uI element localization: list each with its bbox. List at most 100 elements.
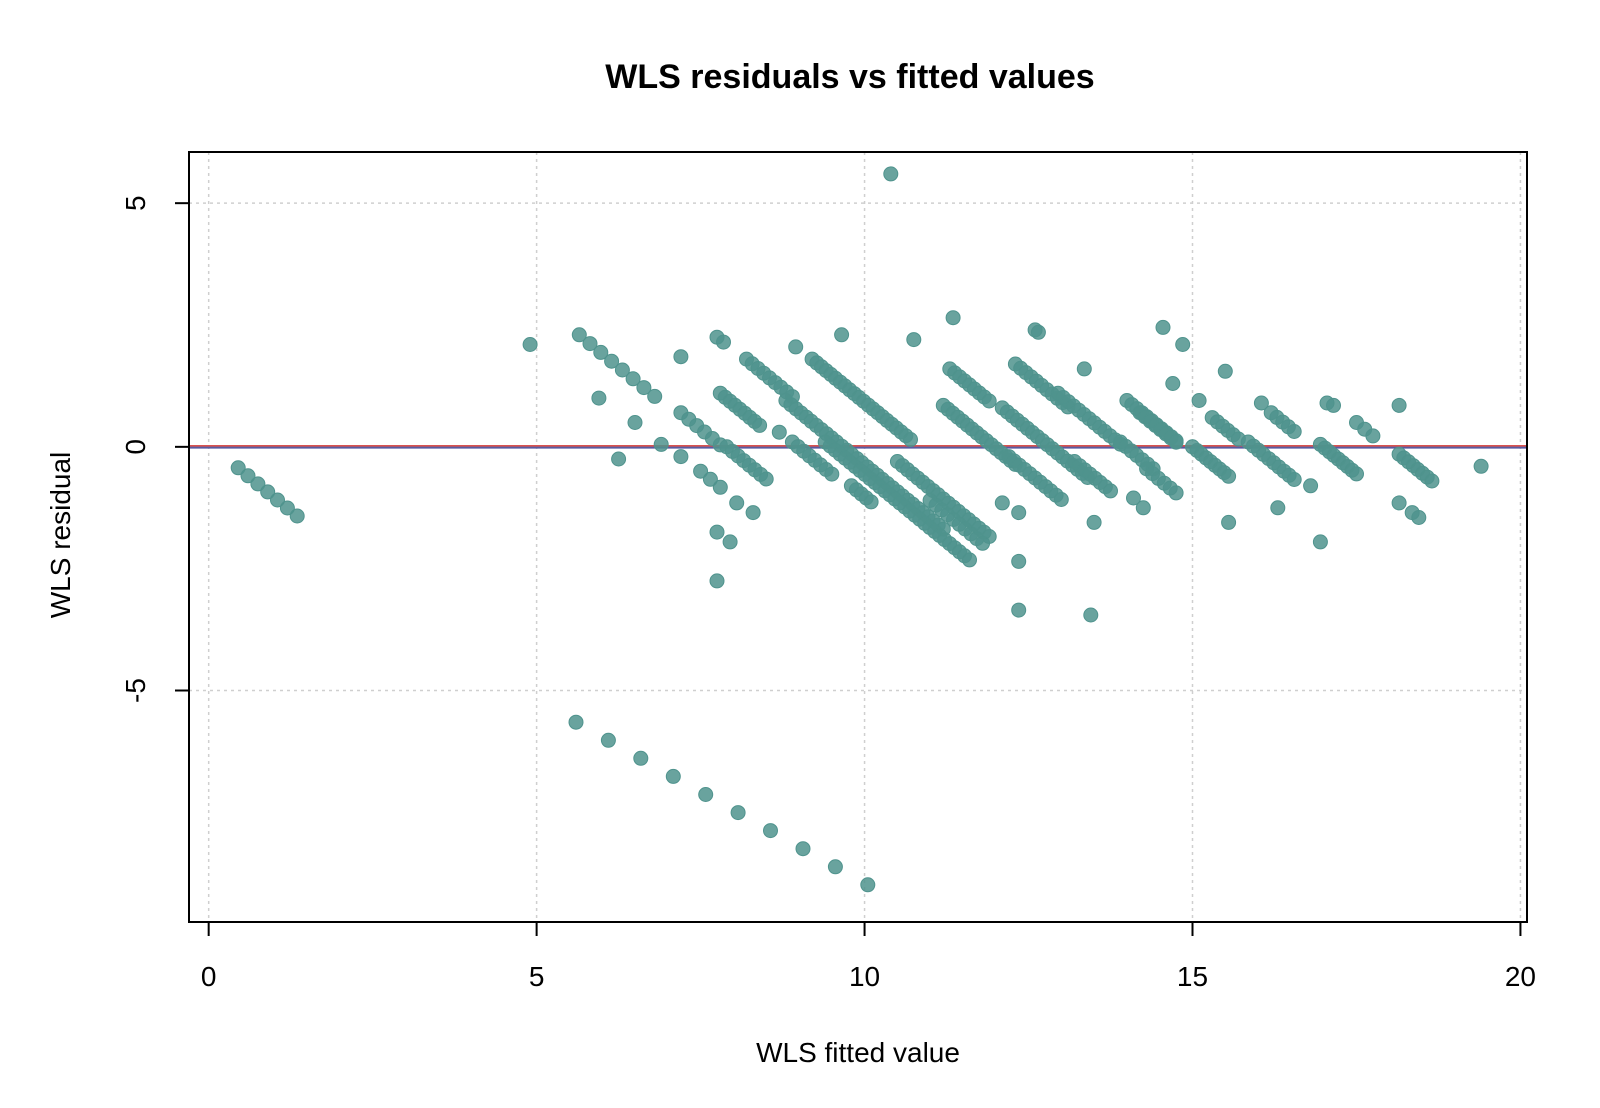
- data-point: [633, 750, 649, 766]
- data-point: [1086, 514, 1102, 530]
- grid-lines: [189, 152, 1527, 922]
- data-point: [260, 484, 276, 500]
- data-point: [1286, 424, 1302, 439]
- data-point: [673, 449, 689, 465]
- data-point: [709, 524, 725, 540]
- data-point: [1168, 434, 1184, 450]
- data-point: [230, 460, 246, 476]
- y-tick-label: -5: [120, 678, 151, 703]
- data-point: [1053, 492, 1069, 507]
- data-point: [1217, 363, 1233, 379]
- data-point: [1011, 505, 1027, 521]
- data-point: [1253, 395, 1269, 411]
- data-point: [1326, 397, 1341, 413]
- data-point: [763, 823, 778, 839]
- data-point: [771, 424, 787, 440]
- data-point: [591, 390, 607, 406]
- x-tick-label: 0: [201, 961, 217, 992]
- data-point: [1076, 361, 1092, 377]
- data-point: [665, 768, 681, 784]
- data-point: [824, 466, 840, 482]
- x-tick-label: 10: [849, 961, 880, 992]
- data-point: [673, 349, 689, 365]
- y-axis: -5 0 5: [120, 195, 189, 703]
- data-point: [270, 492, 285, 508]
- data-point: [1011, 602, 1027, 618]
- data-point: [582, 336, 598, 352]
- data-point: [1030, 324, 1046, 340]
- data-point: [240, 468, 256, 484]
- data-point: [1473, 458, 1489, 474]
- data-point: [729, 495, 745, 511]
- data-point: [1312, 534, 1328, 550]
- data-point: [571, 327, 587, 343]
- data-point: [906, 332, 922, 348]
- data-point: [600, 732, 616, 748]
- data-point: [636, 380, 652, 396]
- data-point: [903, 432, 918, 447]
- x-tick-label: 15: [1177, 961, 1208, 992]
- data-point: [647, 388, 663, 404]
- data-point: [627, 415, 643, 430]
- data-point: [752, 417, 768, 433]
- data-point: [1221, 468, 1237, 484]
- data-point: [611, 451, 627, 467]
- y-tick-label: 5: [120, 195, 151, 211]
- data-point: [702, 471, 718, 487]
- data-point: [279, 500, 295, 516]
- data-point: [1286, 472, 1302, 487]
- data-point: [1083, 607, 1099, 623]
- data-point: [593, 344, 609, 360]
- data-point: [709, 573, 725, 589]
- data-point: [994, 495, 1010, 511]
- data-point: [1165, 376, 1181, 391]
- data-point: [834, 327, 850, 343]
- data-point: [1349, 466, 1364, 482]
- data-point: [712, 479, 728, 495]
- y-tick-label: 0: [120, 439, 151, 455]
- data-point: [1270, 500, 1286, 516]
- data-point: [962, 552, 977, 568]
- data-point: [614, 362, 630, 378]
- x-axis: 0 5 10 15 20: [201, 921, 1536, 992]
- data-point: [250, 476, 266, 492]
- data-point: [1191, 393, 1207, 408]
- data-point: [568, 714, 584, 730]
- data-point: [827, 859, 843, 875]
- data-point: [1168, 485, 1184, 501]
- data-point: [1411, 510, 1427, 525]
- data-point: [604, 353, 620, 369]
- x-axis-label: WLS fitted value: [756, 1037, 960, 1068]
- data-point: [730, 805, 746, 821]
- data-point: [1126, 490, 1141, 506]
- data-point: [1103, 483, 1118, 499]
- y-axis-label: WLS residual: [45, 452, 76, 619]
- data-point: [1365, 428, 1381, 444]
- data-points: [230, 166, 1489, 893]
- x-tick-label: 5: [529, 961, 545, 992]
- plot-frame: [188, 151, 1528, 923]
- data-point: [981, 393, 997, 409]
- data-point: [758, 471, 774, 487]
- x-tick-label: 20: [1505, 961, 1536, 992]
- data-point: [698, 787, 714, 802]
- data-point: [722, 534, 738, 550]
- chart-title: WLS residuals vs fitted values: [605, 58, 1094, 96]
- data-point: [1303, 478, 1319, 494]
- data-point: [1011, 553, 1027, 569]
- zero-reference-line: [189, 445, 1527, 449]
- data-point: [745, 505, 761, 521]
- data-point: [945, 310, 961, 326]
- data-point: [522, 337, 538, 352]
- data-point: [1391, 397, 1407, 413]
- data-point: [863, 494, 879, 510]
- data-point: [1221, 514, 1237, 530]
- data-point: [289, 508, 305, 524]
- data-point: [693, 463, 709, 479]
- data-point: [625, 371, 641, 387]
- data-point: [653, 436, 669, 452]
- data-point: [1135, 500, 1151, 516]
- data-point: [716, 334, 731, 350]
- data-point: [1391, 495, 1407, 511]
